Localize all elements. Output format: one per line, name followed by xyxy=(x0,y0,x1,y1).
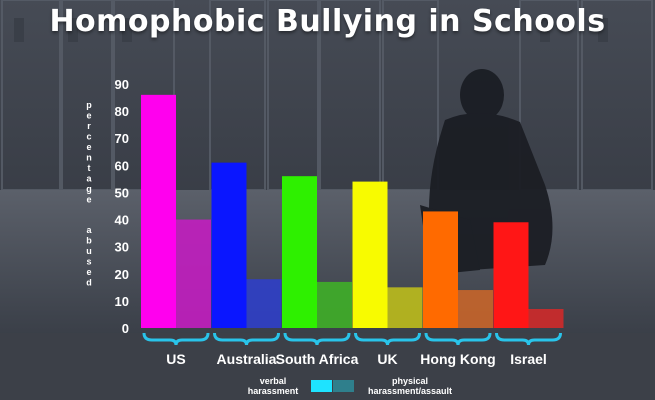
y-tick-label: 60 xyxy=(115,158,129,173)
category-brace xyxy=(213,332,280,346)
x-tick-label: US xyxy=(166,351,185,367)
y-axis-label-letter: t xyxy=(88,163,91,173)
y-axis-label-letter: c xyxy=(86,132,91,142)
y-axis-label-letter: s xyxy=(86,257,91,267)
y-axis-label-letter: e xyxy=(86,142,91,152)
bar-verbal xyxy=(211,162,247,328)
bar-physical xyxy=(528,309,564,328)
category-braces xyxy=(142,332,562,346)
category-brace xyxy=(354,332,421,346)
x-axis-labels: US Australia South Africa UK Hong Kong Israel xyxy=(166,351,547,367)
chart-title: Homophobic Bullying in Schools xyxy=(49,4,606,39)
x-tick-label: Hong Kong xyxy=(420,351,495,367)
y-axis-ticks: 0 10 20 30 40 50 60 70 80 90 xyxy=(115,77,129,336)
y-tick-label: 30 xyxy=(115,240,129,255)
bar-physical xyxy=(458,290,493,328)
y-axis-label-letter: g xyxy=(86,184,92,194)
bars xyxy=(141,94,564,328)
x-tick-label: Australia xyxy=(217,351,277,367)
y-axis-label-letter: u xyxy=(86,246,92,256)
legend-swatch-physical xyxy=(333,380,354,392)
legend-label-verbal: verbal harassment xyxy=(247,376,299,396)
y-tick-label: 90 xyxy=(115,77,129,92)
y-tick-label: 40 xyxy=(115,213,129,228)
y-axis-label-letter: p xyxy=(86,100,92,110)
bar-verbal xyxy=(141,94,176,328)
x-tick-label: South Africa xyxy=(276,351,359,367)
bar-verbal xyxy=(352,181,388,328)
category-brace xyxy=(424,332,492,346)
category-brace xyxy=(142,332,210,346)
y-tick-label: 80 xyxy=(115,104,129,119)
y-axis-label-letter: a xyxy=(86,225,92,235)
x-tick-label: Israel xyxy=(510,351,547,367)
category-brace xyxy=(495,332,562,346)
y-axis-label-letter: e xyxy=(86,195,91,205)
y-axis-label-letter: b xyxy=(86,236,92,246)
legend-swatch-verbal xyxy=(311,380,332,392)
y-axis-label-letter: e xyxy=(86,267,91,277)
y-tick-label: 10 xyxy=(115,294,129,309)
y-axis-label-letter: d xyxy=(86,278,92,288)
y-axis-label-letter: n xyxy=(86,153,92,163)
bar-physical xyxy=(246,279,282,328)
bar-physical xyxy=(317,281,352,328)
bar-verbal xyxy=(423,211,458,328)
bar-verbal xyxy=(282,176,317,328)
y-axis-label-letter: r xyxy=(87,121,91,131)
y-tick-label: 20 xyxy=(115,267,129,282)
y-tick-label: 0 xyxy=(122,321,129,336)
bar-physical xyxy=(387,287,423,328)
legend-label-physical: physical harassment/assault xyxy=(367,376,453,396)
bar-verbal xyxy=(493,222,529,328)
category-brace xyxy=(283,332,351,346)
y-axis-label-letter: a xyxy=(86,174,92,184)
x-tick-label: UK xyxy=(377,351,397,367)
y-tick-label: 50 xyxy=(115,185,129,200)
bar-physical xyxy=(176,219,211,328)
y-tick-label: 70 xyxy=(115,131,129,146)
y-axis-label-letter: e xyxy=(86,111,91,121)
